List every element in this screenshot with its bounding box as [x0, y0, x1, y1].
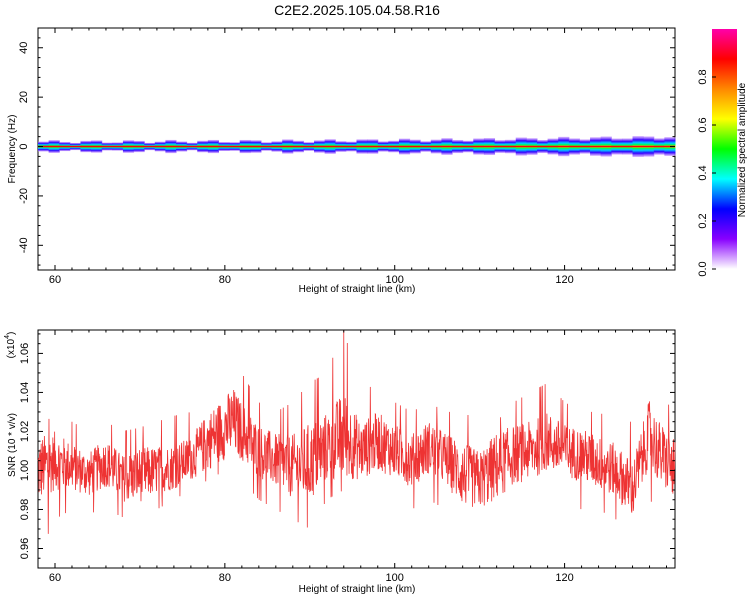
snr-y-axis-label: SNR (10 * v/v): [7, 413, 18, 477]
x-tick-label: 80: [219, 274, 231, 286]
colorbar-tick-label: 0.2: [697, 213, 709, 228]
y-tick-label: 20: [18, 91, 30, 103]
spectral-band: [38, 136, 676, 157]
snr-x-ticks: 60 80 100 120: [37, 330, 668, 584]
x-tick-label: 120: [555, 274, 573, 286]
spectrogram-panel: 60 80 100 120 40 20 0 -20 -40 Height of straigh…: [7, 27, 676, 295]
spectrogram-y-ticks: 40 20 0 -20 -40: [18, 37, 675, 266]
y-tick-label: 0: [18, 143, 30, 149]
exponent-open: (x10: [6, 338, 17, 358]
y-tick-label: 1.04: [19, 382, 31, 403]
y-tick-label: 1.06: [19, 343, 31, 364]
snr-line: [37, 329, 676, 534]
colorbar-label: Normalized spectral amplitude: [737, 82, 748, 217]
y-tick-label: 1.00: [19, 460, 31, 481]
colorbar-tick-label: 0.8: [697, 69, 709, 84]
y-tick-label: -20: [18, 188, 30, 204]
snr-panel: 60 80 100 120 0.96 0.98 1.00 1.02 1.04 1.06 Heig…: [4, 329, 676, 595]
snr-series: [37, 329, 676, 534]
y-tick-label: 0.98: [19, 499, 31, 520]
snr-x-axis-label: Height of straight line (km): [299, 584, 416, 595]
y-tick-label: 40: [18, 42, 30, 54]
y-tick-label: 0.96: [19, 538, 31, 559]
exponent-power: 4: [4, 335, 11, 339]
x-tick-label: 60: [49, 274, 61, 286]
colorbar-tick-label: 0.6: [697, 117, 709, 132]
exponent-close: ): [6, 332, 17, 335]
snr-y-ticks: 0.96 0.98 1.00 1.02 1.04 1.06: [19, 333, 675, 569]
x-tick-label: 60: [49, 572, 61, 584]
snr-exponent-label: (x104): [4, 332, 17, 359]
colorbar-tick-label: 0.4: [697, 165, 709, 180]
spectrogram-y-axis-label: Frequency (Hz): [7, 115, 18, 184]
spectrogram-x-ticks: 60 80 100 120: [37, 28, 668, 286]
chart-title: C2E2.2025.105.04.58.R16: [274, 2, 440, 18]
x-tick-label: 100: [386, 274, 404, 286]
colorbar: 0.0 0.2 0.4 0.6 0.8 Normalized spectral ampl…: [697, 29, 748, 277]
x-tick-label: 80: [219, 572, 231, 584]
snr-frame: [37, 329, 676, 569]
spectrogram-x-axis-label: Height of straight line (km): [299, 284, 416, 295]
colorbar-gradient: [712, 29, 737, 269]
x-tick-label: 120: [555, 572, 573, 584]
x-tick-label: 100: [386, 572, 404, 584]
colorbar-ticks: 0.0 0.2 0.4 0.6 0.8: [697, 69, 716, 277]
y-tick-label: 1.02: [19, 421, 31, 442]
svg-text:(x104): (x104): [4, 332, 17, 359]
colorbar-tick-label: 0.0: [697, 261, 709, 276]
y-tick-label: -40: [18, 237, 30, 253]
